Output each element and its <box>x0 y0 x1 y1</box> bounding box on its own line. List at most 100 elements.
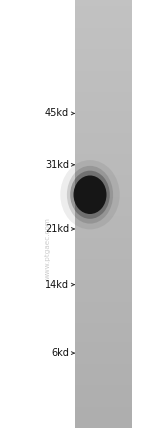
Bar <box>75 180 132 182</box>
Bar <box>75 120 132 122</box>
Bar <box>75 411 132 413</box>
Bar <box>75 9 132 11</box>
Bar <box>75 235 132 238</box>
Ellipse shape <box>74 175 106 214</box>
Bar <box>75 280 132 282</box>
Bar <box>75 268 132 270</box>
Bar <box>75 404 132 407</box>
Bar <box>75 75 132 77</box>
Bar <box>75 419 132 422</box>
Bar <box>75 86 132 88</box>
Bar <box>75 47 132 49</box>
Bar <box>75 118 132 120</box>
Bar <box>75 124 132 126</box>
Bar <box>75 116 132 118</box>
Bar <box>75 278 132 280</box>
Bar <box>75 306 132 308</box>
Bar <box>75 351 132 353</box>
Bar <box>75 272 132 274</box>
Bar <box>75 56 132 58</box>
Bar <box>75 17 132 19</box>
Bar <box>75 188 132 190</box>
Bar <box>75 197 132 199</box>
Bar <box>75 347 132 349</box>
Bar <box>75 66 132 68</box>
Bar <box>75 244 132 246</box>
Bar <box>75 190 132 193</box>
Bar <box>75 81 132 83</box>
Bar <box>75 257 132 259</box>
Bar <box>75 315 132 317</box>
Bar <box>75 323 132 325</box>
Bar <box>75 225 132 227</box>
Bar <box>75 360 132 362</box>
Bar <box>75 15 132 17</box>
Bar <box>75 413 132 415</box>
Bar <box>75 96 132 98</box>
Bar <box>75 214 132 216</box>
Bar <box>75 150 132 152</box>
Bar <box>75 304 132 306</box>
Text: 31kd: 31kd <box>45 160 69 170</box>
Bar <box>75 340 132 342</box>
Text: www.ptgaec.com: www.ptgaec.com <box>45 217 51 279</box>
Bar <box>75 148 132 150</box>
Bar <box>75 98 132 101</box>
Bar <box>75 374 132 377</box>
Bar <box>75 135 132 137</box>
Bar <box>75 319 132 321</box>
Bar <box>75 6 132 9</box>
Bar <box>75 362 132 364</box>
Bar <box>75 253 132 255</box>
Bar <box>75 302 132 304</box>
Bar <box>75 308 132 310</box>
Ellipse shape <box>67 166 113 224</box>
Bar <box>75 227 132 229</box>
Bar <box>75 383 132 385</box>
Bar <box>75 426 132 428</box>
Bar <box>75 364 132 366</box>
Bar <box>75 101 132 103</box>
Bar <box>75 71 132 73</box>
Bar <box>75 223 132 225</box>
Bar <box>75 154 132 156</box>
Bar <box>75 289 132 291</box>
Bar <box>75 417 132 419</box>
Bar <box>75 398 132 400</box>
Bar <box>75 208 132 210</box>
Bar <box>75 285 132 287</box>
Bar <box>75 381 132 383</box>
Bar <box>75 282 132 285</box>
Bar <box>75 62 132 64</box>
Bar <box>75 137 132 139</box>
Bar <box>75 173 132 175</box>
Bar <box>75 259 132 261</box>
Bar <box>75 270 132 272</box>
Bar <box>75 83 132 86</box>
Bar <box>75 274 132 276</box>
Bar <box>75 366 132 368</box>
Bar <box>75 212 132 214</box>
Bar <box>75 184 132 186</box>
Bar <box>75 169 132 171</box>
Bar <box>75 265 132 268</box>
Bar <box>75 182 132 184</box>
Bar <box>75 2 132 4</box>
Bar <box>75 327 132 330</box>
Bar <box>75 30 132 32</box>
Bar <box>75 19 132 21</box>
Bar <box>75 26 132 28</box>
Bar <box>75 141 132 143</box>
Bar <box>75 355 132 357</box>
Bar <box>75 240 132 242</box>
Bar <box>75 424 132 426</box>
Bar <box>75 64 132 66</box>
Bar <box>75 387 132 389</box>
Bar <box>75 317 132 319</box>
Bar <box>75 92 132 94</box>
Bar <box>75 342 132 345</box>
Text: 6kd: 6kd <box>51 348 69 358</box>
Bar <box>75 349 132 351</box>
Bar <box>75 39 132 41</box>
Bar <box>75 372 132 374</box>
